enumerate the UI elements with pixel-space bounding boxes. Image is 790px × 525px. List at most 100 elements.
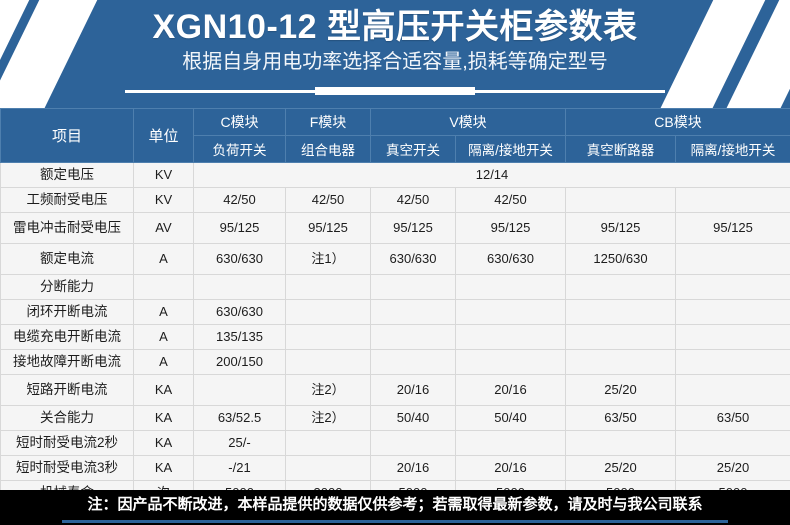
row-value — [193, 374, 286, 406]
table-row: 接地故障开断电流 A 200/150 — [0, 349, 790, 375]
row-value: 注2） — [285, 405, 371, 431]
row-unit — [133, 274, 194, 300]
row-label: 闭环开断电流 — [0, 299, 134, 325]
row-value: 20/16 — [455, 374, 566, 406]
row-value: 95/125 — [193, 212, 286, 244]
table-row: 电缆充电开断电流 A 135/135 — [0, 324, 790, 350]
row-value — [674, 243, 790, 275]
row-value — [455, 299, 566, 325]
row-unit: KA — [133, 430, 194, 456]
sub-header-vacuum-circuit-breaker: 真空断路器 — [565, 135, 676, 163]
row-unit: KA — [133, 374, 194, 406]
page-subtitle: 根据自身用电功率选择合适容量,损耗等确定型号 — [182, 51, 608, 73]
row-value: 63/50 — [674, 405, 790, 431]
table-head-row-2: 负荷开关 组合电器 真空开关 隔离/接地开关 真空断路器 隔离/接地开关 — [1, 135, 790, 163]
row-value: 95/125 — [285, 212, 371, 244]
row-value — [370, 299, 456, 325]
column-header-item: 项目 — [0, 108, 134, 163]
table-body: 额定电压 KV 12/14 工频耐受电压 KV 42/50 42/50 42/50 42/50 雷… — [0, 162, 790, 506]
row-value: 50/40 — [370, 405, 456, 431]
row-label: 电缆充电开断电流 — [0, 324, 134, 350]
row-value: 200/150 — [193, 349, 286, 375]
row-value: 95/125 — [455, 212, 566, 244]
table-row: 闭环开断电流 A 630/630 — [0, 299, 790, 325]
table-head-row-1: 项目 单位 C模块 F模块 V模块 CB模块 — [0, 108, 790, 163]
row-value: 25/20 — [565, 374, 676, 406]
row-value — [285, 455, 371, 481]
row-value: 注1） — [285, 243, 371, 275]
sub-header-load-switch: 负荷开关 — [193, 135, 286, 163]
row-unit: KV — [133, 162, 194, 188]
group-header-v-module: V模块 — [370, 108, 566, 136]
row-unit: A — [133, 243, 194, 275]
row-label: 额定电流 — [0, 243, 134, 275]
row-unit: KA — [133, 405, 194, 431]
row-unit: AV — [133, 212, 194, 244]
row-value: 42/50 — [370, 187, 456, 213]
row-value — [565, 349, 676, 375]
row-value: 20/16 — [370, 455, 456, 481]
table-row: 短时耐受电流2秒 KA 25/- — [0, 430, 790, 456]
group-header-c-module: C模块 — [193, 108, 286, 136]
row-value: 630/630 — [455, 243, 566, 275]
row-value: 20/16 — [455, 455, 566, 481]
row-value — [674, 187, 790, 213]
row-value: 95/125 — [674, 212, 790, 244]
row-value: 20/16 — [370, 374, 456, 406]
row-unit: A — [133, 299, 194, 325]
table-row: 关合能力 KA 63/52.5 注2） 50/40 50/40 63/50 63/50 — [0, 405, 790, 431]
row-value: 50/40 — [455, 405, 566, 431]
row-value: 42/50 — [455, 187, 566, 213]
row-value — [455, 430, 566, 456]
row-value: 95/125 — [370, 212, 456, 244]
row-value — [193, 274, 286, 300]
row-value — [674, 430, 790, 456]
row-value: 95/125 — [565, 212, 676, 244]
row-value: -/21 — [193, 455, 286, 481]
row-value: 25/20 — [674, 455, 790, 481]
row-value — [565, 187, 676, 213]
page-title: XGN10-12 型高压开关柜参数表 — [152, 8, 638, 46]
row-label: 雷电冲击耐受电压 — [0, 212, 134, 244]
row-value — [674, 274, 790, 300]
row-value: 135/135 — [193, 324, 286, 350]
group-header-f-module: F模块 — [285, 108, 371, 136]
row-value — [674, 324, 790, 350]
row-value — [565, 274, 676, 300]
row-value: 25/20 — [565, 455, 676, 481]
sub-header-isolation-earthing-switch-v: 隔离/接地开关 — [455, 135, 566, 163]
page-banner: XGN10-12 型高压开关柜参数表 根据自身用电功率选择合适容量,损耗等确定型… — [0, 0, 790, 108]
table-row: 额定电流 A 630/630 注1） 630/630 630/630 1250/630 — [0, 243, 790, 275]
row-label: 短时耐受电流2秒 — [0, 430, 134, 456]
table-row: 工频耐受电压 KV 42/50 42/50 42/50 42/50 — [0, 187, 790, 213]
row-value — [674, 299, 790, 325]
row-label: 分断能力 — [0, 274, 134, 300]
banner-divider-right — [475, 89, 665, 93]
row-value: 42/50 — [193, 187, 286, 213]
row-unit: A — [133, 349, 194, 375]
footer-note-bar: 注：因产品不断改进，本样品提供的数据仅供参考；若需取得最新参数，请及时与我公司联… — [0, 490, 790, 525]
row-unit: KA — [133, 455, 194, 481]
row-value — [674, 374, 790, 406]
row-value — [565, 324, 676, 350]
banner-divider-left — [125, 89, 315, 93]
row-value-span: 12/14 — [192, 162, 790, 188]
group-header-cb-module: CB模块 — [564, 108, 790, 136]
row-value — [285, 430, 371, 456]
row-value: 630/630 — [193, 243, 286, 275]
banner-divider — [0, 87, 790, 95]
row-value — [285, 299, 371, 325]
row-label: 短路开断电流 — [0, 374, 134, 406]
row-value — [370, 324, 456, 350]
row-value — [285, 274, 371, 300]
footer-accent-rule — [62, 520, 728, 523]
sub-header-combined-apparatus: 组合电器 — [285, 135, 371, 163]
table-head: 项目 单位 C模块 F模块 V模块 CB模块 负荷开关 组合电器 真空开关 隔离… — [0, 108, 790, 163]
row-unit: KV — [133, 187, 194, 213]
row-label: 关合能力 — [0, 405, 134, 431]
row-value: 63/50 — [565, 405, 676, 431]
row-label: 短时耐受电流3秒 — [0, 455, 134, 481]
row-value: 630/630 — [370, 243, 456, 275]
table-row: 雷电冲击耐受电压 AV 95/125 95/125 95/125 95/125 95/125… — [0, 212, 790, 244]
